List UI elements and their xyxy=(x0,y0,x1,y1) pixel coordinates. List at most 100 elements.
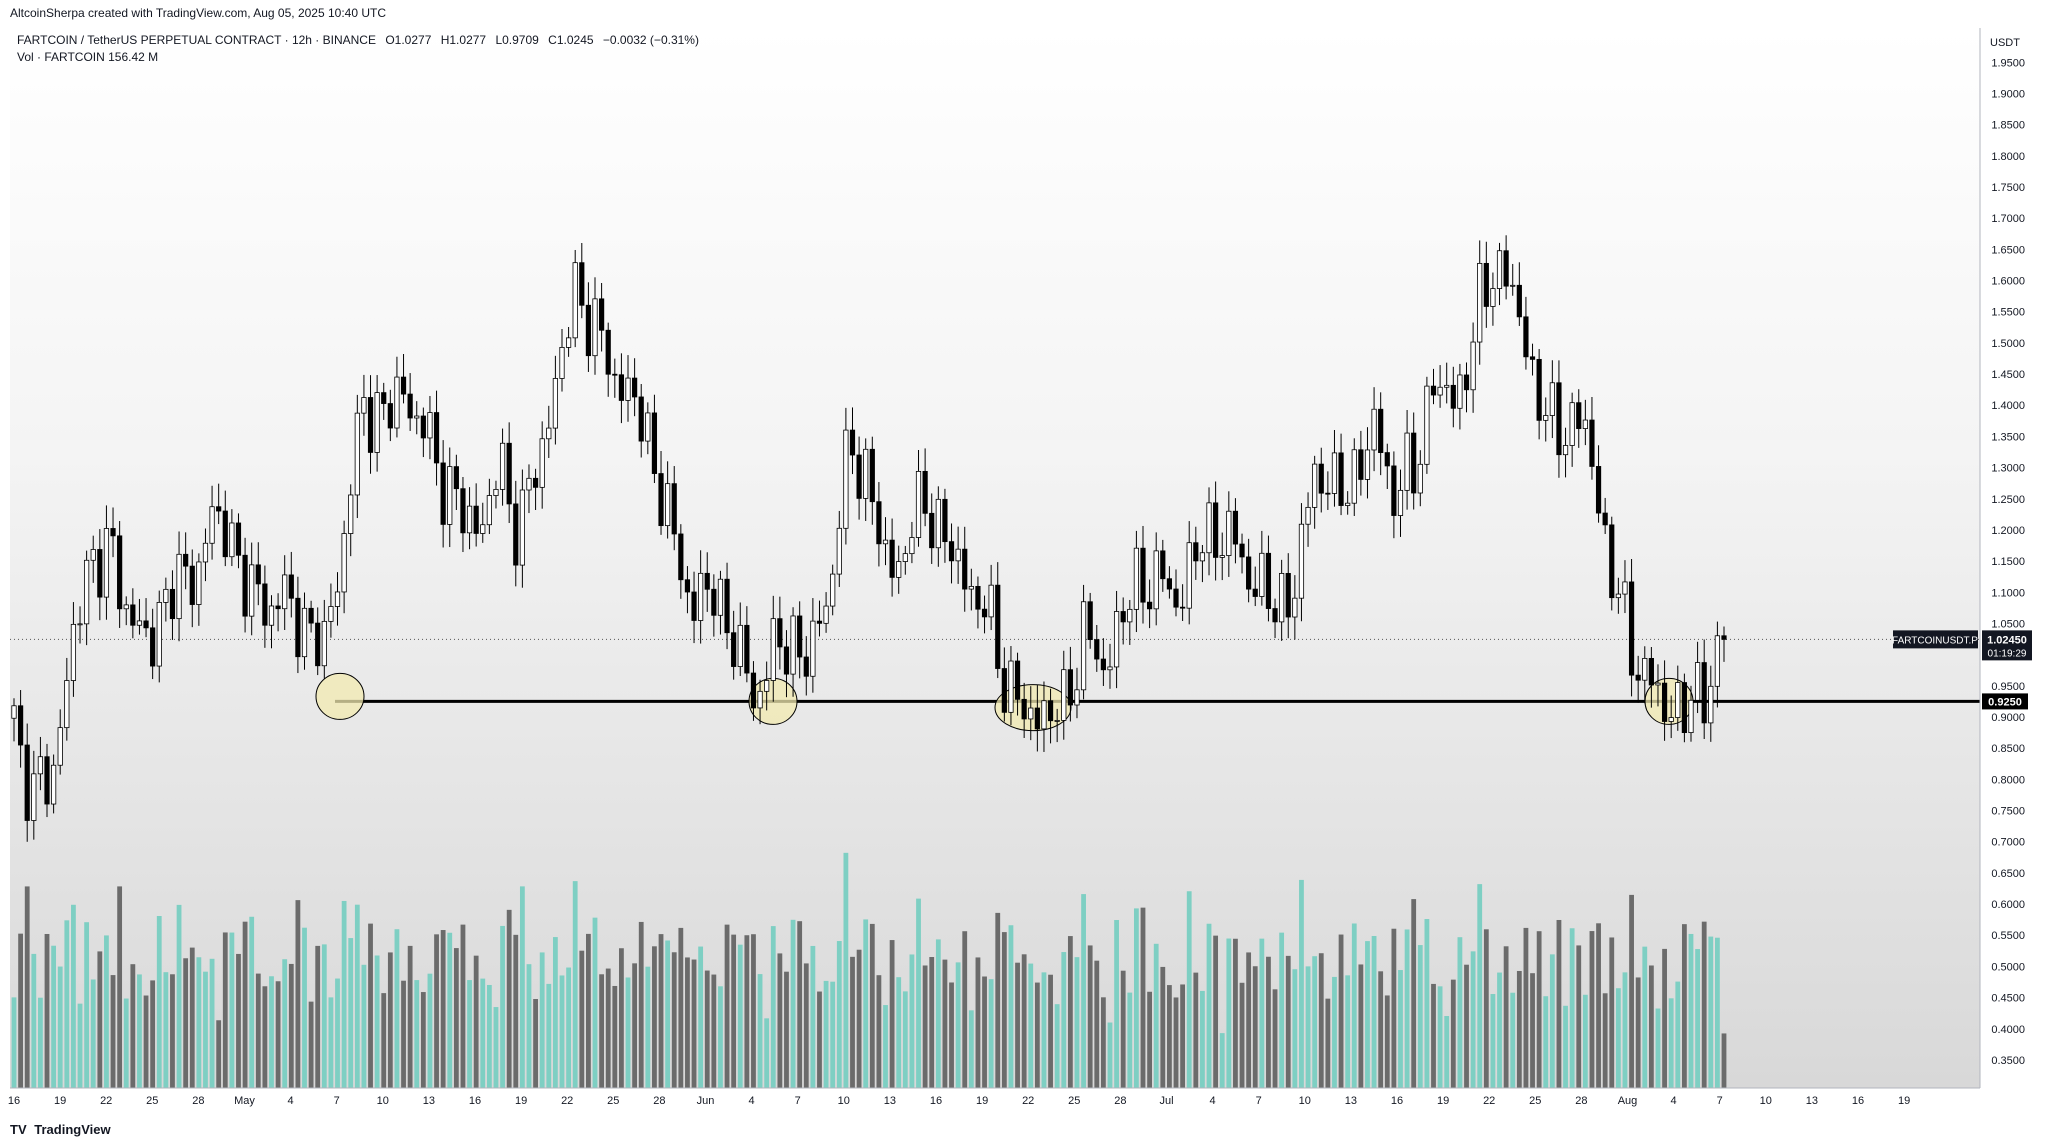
volume-bar xyxy=(1576,945,1582,1088)
candle-bear xyxy=(44,756,50,805)
volume-bar xyxy=(982,976,987,1088)
chart-plot-area[interactable] xyxy=(10,28,1980,1088)
volume-bar xyxy=(156,916,162,1088)
volume-bar xyxy=(51,945,57,1088)
volume-bar xyxy=(1635,977,1641,1088)
volume-bar xyxy=(619,948,624,1088)
x-tick-label: 25 xyxy=(1529,1095,1541,1107)
volume-bar xyxy=(546,983,552,1088)
candle-bear xyxy=(1193,542,1199,562)
candle-bull xyxy=(1292,597,1298,618)
volume-bar xyxy=(480,978,486,1088)
y-tick-label: 1.0500 xyxy=(1991,618,2025,630)
candle-bull xyxy=(1041,700,1047,730)
candle-bull xyxy=(1549,382,1555,416)
y-tick-label: 1.4000 xyxy=(1991,400,2025,412)
y-tick-label: 1.3000 xyxy=(1991,463,2025,475)
volume-bar xyxy=(790,919,796,1088)
candle-bull xyxy=(1351,449,1357,504)
candle-bear xyxy=(1609,524,1615,599)
x-tick-label: 10 xyxy=(1760,1095,1772,1107)
candle-bull xyxy=(1642,658,1648,681)
candle-bear xyxy=(183,553,189,567)
candle-bear xyxy=(1021,698,1027,720)
candle-bear xyxy=(1246,556,1252,590)
y-tick-label: 1.8500 xyxy=(1991,120,2025,132)
volume-bar xyxy=(1675,981,1681,1088)
x-tick-label: 7 xyxy=(1717,1095,1723,1107)
y-tick-label: 1.5500 xyxy=(1991,307,2025,319)
candle-bear xyxy=(711,588,717,616)
volume-bar xyxy=(1483,929,1489,1088)
chart-credit: AltcoinSherpa created with TradingView.c… xyxy=(10,6,387,20)
candle-bear xyxy=(1087,601,1093,640)
candle-bull xyxy=(737,624,743,667)
x-tick-label: 4 xyxy=(1671,1095,1677,1107)
candle-bear xyxy=(1595,466,1602,514)
candle-bull xyxy=(1107,666,1113,671)
volume-bar xyxy=(869,923,875,1088)
y-tick-label: 0.4000 xyxy=(1991,1024,2025,1036)
volume-bar xyxy=(1001,932,1007,1088)
volume-bar xyxy=(104,935,109,1088)
volume-bar xyxy=(995,912,1001,1088)
candle-bear xyxy=(1503,250,1509,287)
candle-bull xyxy=(447,466,453,525)
x-tick-label: May xyxy=(234,1095,255,1107)
volume-bar xyxy=(850,956,855,1088)
candle-bull xyxy=(717,578,724,616)
volume-bar xyxy=(1213,935,1219,1088)
volume-bar xyxy=(1358,964,1364,1088)
candle-bear xyxy=(618,374,625,401)
volume-bar xyxy=(1338,934,1344,1088)
candle-bull xyxy=(282,574,288,610)
volume-bar xyxy=(909,954,915,1088)
x-tick-label: 22 xyxy=(561,1095,573,1107)
tradingview-logo-icon: TV xyxy=(10,1122,27,1137)
volume-bar xyxy=(1140,907,1146,1088)
candle-bear xyxy=(981,608,988,618)
candle-bear xyxy=(1094,639,1100,660)
volume-bar xyxy=(1034,982,1040,1088)
candle-bear xyxy=(1589,419,1595,467)
candle-bull xyxy=(493,488,499,496)
candle-bull xyxy=(698,572,704,621)
volume-bar xyxy=(387,952,393,1088)
tradingview-footer[interactable]: TV TradingView xyxy=(10,1122,111,1137)
candle-bull xyxy=(863,448,869,499)
y-tick-label: 1.2000 xyxy=(1991,525,2025,537)
volume-bar xyxy=(737,944,743,1088)
candle-bull xyxy=(1312,463,1318,508)
volume-bar xyxy=(1318,953,1324,1088)
candle-bear xyxy=(691,591,697,621)
time-axis-panel[interactable] xyxy=(10,1089,1980,1119)
candle-bear xyxy=(1576,402,1582,429)
volume-bar xyxy=(803,963,809,1088)
volume-bar xyxy=(453,948,459,1088)
volume-bar xyxy=(1021,954,1027,1088)
candle-bull xyxy=(902,553,908,562)
x-tick-label: 28 xyxy=(192,1095,204,1107)
x-tick-label: 19 xyxy=(54,1095,66,1107)
candle-bull xyxy=(645,412,651,442)
y-tick-label: 0.7500 xyxy=(1991,806,2025,818)
volume-bar xyxy=(368,923,373,1088)
volume-bar xyxy=(1206,923,1212,1088)
volume-bar xyxy=(678,927,684,1088)
symbol-price-tag xyxy=(1893,630,1978,649)
candle-bear xyxy=(420,415,426,439)
candle-bull xyxy=(301,607,308,658)
volume-bar xyxy=(777,953,783,1088)
y-tick-label: 0.5000 xyxy=(1991,961,2025,973)
price-axis-panel[interactable] xyxy=(1981,28,2047,1088)
candle-bull xyxy=(1688,699,1694,734)
candle-bear xyxy=(315,622,321,667)
axis-currency-label: USDT xyxy=(1990,37,2020,49)
volume-bar xyxy=(645,966,651,1088)
volume-bar xyxy=(1549,954,1555,1088)
x-tick-label: 25 xyxy=(146,1095,158,1107)
candle-bear xyxy=(1140,547,1146,603)
x-tick-label: 19 xyxy=(515,1095,527,1107)
volume-bar xyxy=(533,999,538,1088)
